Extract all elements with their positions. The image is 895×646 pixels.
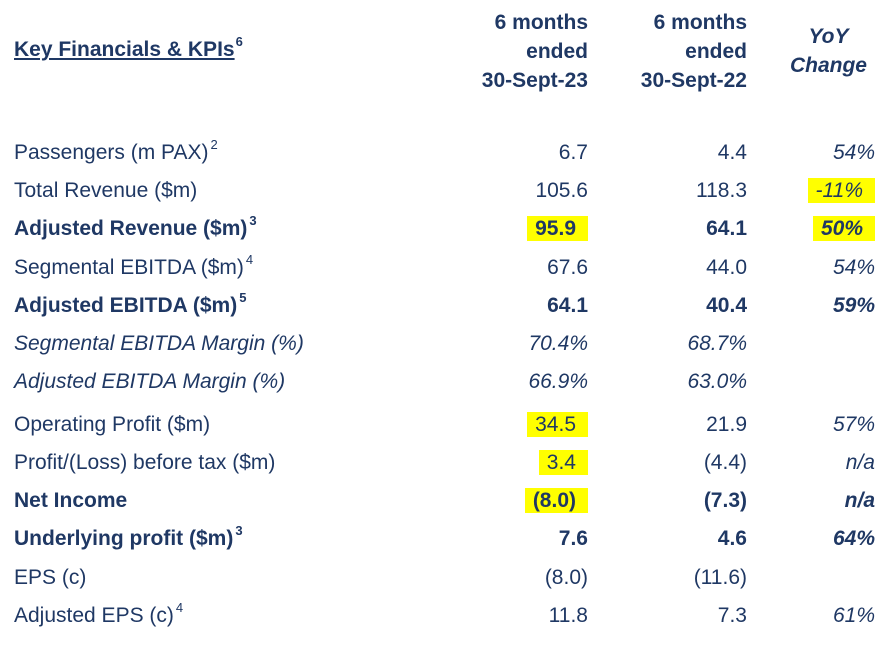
value-sept-23: (8.0) [544,566,588,589]
value-yoy-change: 64% [832,527,875,550]
value-sept-22: 68.7% [687,332,747,355]
row-label: Profit/(Loss) before tax ($m) [14,451,276,474]
table-row: EPS (c) (8.0) (11.6) [0,562,895,596]
value-sept-22: 4.4 [717,141,747,164]
value-sept-23: (8.0) [524,488,588,513]
row-label: Adjusted EPS (c) 4 [14,600,184,627]
column-header-sept-22: 6 months ended 30-Sept-22 [640,11,747,92]
value-yoy-change: n/a [845,451,875,474]
table-row: Adjusted EBITDA Margin (%) 66.9% 63.0% [0,366,895,400]
table-row: Net Income (8.0) (7.3) n/a [0,485,895,519]
table-row: Adjusted EBITDA ($m) 5 64.1 40.4 59% [0,290,895,324]
table-row: Adjusted Revenue ($m) 3 95.9 64.1 50% [0,213,895,247]
footnote-marker: 5 [239,290,247,305]
value-sept-23: 105.6 [535,179,588,202]
row-label: Operating Profit ($m) [14,413,211,436]
value-yoy-change: 50% [812,216,875,241]
row-label: Adjusted Revenue ($m) 3 [14,213,257,240]
row-label: Underlying profit ($m) 3 [14,523,243,550]
value-sept-22: 63.0% [687,370,747,393]
footnote-marker: 3 [235,523,243,538]
value-sept-22: 40.4 [706,294,747,317]
value-yoy-change: n/a [844,489,875,512]
value-sept-22: 64.1 [706,217,747,240]
value-sept-23: 95.9 [527,216,588,241]
table-row: Segmental EBITDA ($m) 4 67.6 44.0 54% [0,252,895,286]
value-sept-22: 44.0 [706,256,747,279]
value-sept-23: 67.6 [547,256,588,279]
value-sept-23: 11.8 [548,604,588,627]
column-header-sept-23: 6 months ended 30-Sept-23 [481,11,588,92]
value-sept-22: 4.6 [717,527,747,550]
footnote-marker: 3 [249,213,257,228]
row-label: Segmental EBITDA ($m) 4 [14,252,254,279]
value-sept-23: 7.6 [558,527,588,550]
value-yoy-change: -11% [807,178,875,203]
row-label: Adjusted EBITDA Margin (%) [14,370,286,393]
value-yoy-change: 54% [832,141,875,164]
value-sept-23: 6.7 [558,141,588,164]
table-row: Segmental EBITDA Margin (%) 70.4% 68.7% [0,328,895,362]
value-yoy-change: 61% [832,604,875,627]
value-sept-23: 66.9% [528,370,588,393]
value-sept-23: 3.4 [538,450,588,475]
row-label: EPS (c) [14,566,87,589]
footnote-marker: 2 [210,137,218,152]
value-yoy-change: 57% [832,413,875,436]
table-row: Total Revenue ($m) 105.6 118.3 -11% [0,175,895,209]
row-label: Passengers (m PAX) 2 [14,137,218,164]
row-label: Total Revenue ($m) [14,179,198,202]
value-sept-22: 118.3 [696,179,747,202]
table-title: Key Financials & KPIs6 [14,34,243,61]
value-sept-22: 21.9 [706,413,747,436]
table-row: Passengers (m PAX) 2 6.7 4.4 54% [0,137,895,171]
row-label: Segmental EBITDA Margin (%) [14,332,304,355]
footnote-marker: 4 [175,600,184,615]
row-label: Net Income [14,489,128,512]
row-label: Adjusted EBITDA ($m) 5 [14,290,247,317]
table-row: Underlying profit ($m) 3 7.6 4.6 64% [0,523,895,557]
value-yoy-change: 59% [832,294,875,317]
footnote-marker: 4 [245,252,254,267]
value-sept-22: (11.6) [693,566,747,589]
value-sept-22: 7.3 [717,604,747,627]
table-row: Profit/(Loss) before tax ($m) 3.4 (4.4) n/a [0,447,895,481]
value-sept-23: 34.5 [527,412,588,437]
value-sept-23: 70.4% [528,332,588,355]
column-header-yoy-change: YoY Change [789,25,867,77]
table-row: Operating Profit ($m) 34.5 21.9 57% [0,409,895,443]
value-sept-22: (4.4) [703,451,747,474]
table-row: Adjusted EPS (c) 4 11.8 7.3 61% [0,600,895,634]
value-sept-23: 64.1 [547,294,588,317]
value-sept-22: (7.3) [703,489,747,512]
value-yoy-change: 54% [832,256,875,279]
title-footnote: 6 [235,34,243,49]
